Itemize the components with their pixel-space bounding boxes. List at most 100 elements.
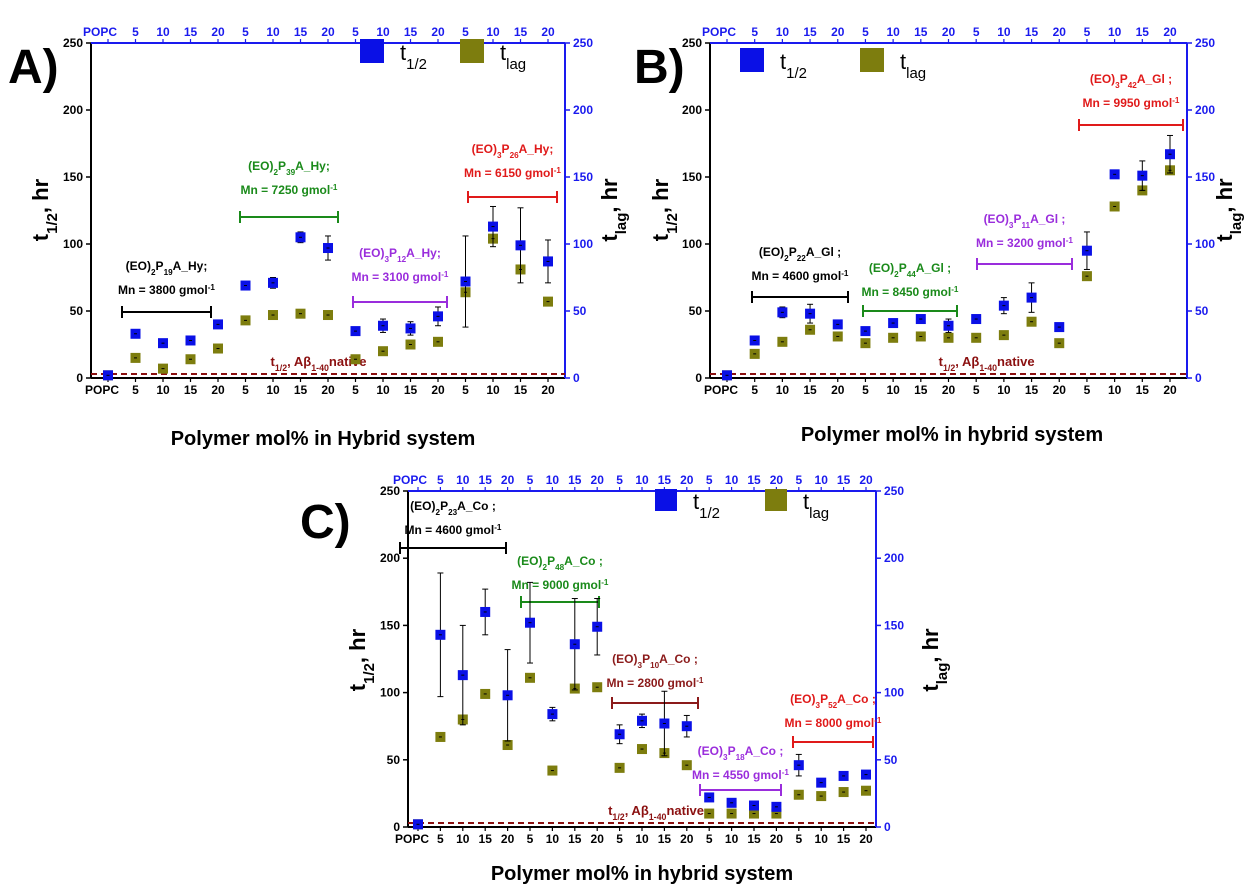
panel-c-xtick-label-bottom: 15 — [837, 832, 851, 846]
panel-a-annotation-name: (EO)2P19A_Hy; — [126, 259, 208, 277]
panel-a-xtick-label-bottom: 20 — [541, 383, 555, 397]
panel-c-annotation-name: (EO)2P48A_Co ; — [517, 554, 603, 572]
panel-b-ytick-label-right: 100 — [1195, 237, 1215, 251]
panel-c-xtick-label-bottom: 20 — [591, 832, 605, 846]
panel-a-annotation-mn: Mn = 3800 gmol-1 — [118, 283, 215, 298]
panel-a-xtick-label-top: 20 — [321, 25, 335, 39]
panel-a-xtick-label-bottom: 5 — [132, 383, 139, 397]
panel-c-native-line-label: t1/2, Aβ1-40native — [608, 803, 704, 822]
panel-c-xtick-label-top: 10 — [815, 473, 829, 487]
panel-a-xtick-label-top: 20 — [431, 25, 445, 39]
panel-a-legend-label-tlag: tlag — [500, 40, 526, 73]
panel-b-xtick-label-top: 20 — [1163, 25, 1177, 39]
panel-a-xtick-label-bottom: 15 — [404, 383, 418, 397]
panel-c-xtick-label-bottom: 5 — [795, 832, 802, 846]
panel-a-xtick-label-top: 15 — [514, 25, 528, 39]
panel-c-xlabel: Polymer mol% in hybrid system — [491, 863, 793, 885]
panel-a-xtick-label-bottom: 20 — [211, 383, 225, 397]
panel-b-xtick-label-bottom: 15 — [914, 383, 928, 397]
panel-b-xtick-label-top: 15 — [914, 25, 928, 39]
panel-c-legend-swatch-thalf — [655, 489, 677, 511]
panel-c-ytick-label-right: 100 — [884, 686, 904, 700]
panel-c-xtick-label-bottom: 10 — [815, 832, 829, 846]
panel-b-legend-label-tlag: tlag — [900, 49, 926, 82]
panel-c-legend-swatch-tlag — [765, 489, 787, 511]
panel-b-native-line-label: t1/2, Aβ1-40native — [939, 354, 1035, 373]
panel-b-xtick-label-bottom: 10 — [1108, 383, 1122, 397]
panel-c-annotation-name: (EO)3P52A_Co ; — [790, 692, 876, 710]
panel-a-xtick-label-top: 5 — [352, 25, 359, 39]
panel-a-annotation-mn: Mn = 3100 gmol-1 — [352, 270, 449, 285]
panel-c-xtick-label-bottom: 20 — [770, 832, 784, 846]
panel-a-xtick-label-top: 10 — [486, 25, 500, 39]
panel-b-xtick-label-top: 20 — [1053, 25, 1067, 39]
panel-c-xtick-label-bottom: POPC — [395, 832, 429, 846]
panel-b-xtick-label-bottom: POPC — [704, 383, 738, 397]
panel-b-annotation-name: (EO)3P11A_Gl ; — [984, 212, 1066, 230]
panel-a-ytick-label-right: 0 — [573, 371, 580, 385]
panel-a-ytick-label-right: 150 — [573, 170, 593, 184]
panel-a-xtick-label-top: 15 — [294, 25, 308, 39]
panel-b-annotation-mn: Mn = 9950 gmol-1 — [1083, 96, 1180, 111]
panel-c-xtick-label-bottom: 5 — [706, 832, 713, 846]
panel-a-ytick-label-right: 200 — [573, 103, 593, 117]
panel-b-annotation-name: (EO)2P44A_Gl ; — [869, 261, 951, 279]
panel-a-ytick-label-right: 50 — [573, 304, 587, 318]
panel-a-ytick-label-left: 200 — [63, 103, 83, 117]
panel-c-xtick-label-top: 20 — [591, 473, 605, 487]
panel-c-xtick-label-bottom: 15 — [658, 832, 672, 846]
panel-b-ytick-label-left: 250 — [682, 36, 702, 50]
panel-b-ytick-label-left: 100 — [682, 237, 702, 251]
panel-b-xtick-label-bottom: 5 — [973, 383, 980, 397]
panel-b-xtick-label-bottom: 5 — [862, 383, 869, 397]
panel-b-letter: B) — [634, 41, 685, 94]
panel-c-annotation-name: (EO)3P18A_Co ; — [698, 744, 784, 762]
panel-a-legend-swatch-tlag — [460, 39, 484, 63]
panel-a-xtick-label-top: 5 — [462, 25, 469, 39]
panel-a-ylabel-right: tlag, hr — [597, 178, 630, 242]
panel-a-annotation-name: (EO)3P26A_Hy; — [472, 142, 554, 160]
panel-b-xtick-label-bottom: 5 — [1084, 383, 1091, 397]
panel-c-xtick-label-top: 15 — [837, 473, 851, 487]
panel-c-xtick-label-top: 15 — [658, 473, 672, 487]
panel-c-ytick-label-left: 200 — [380, 551, 400, 565]
panel-a-annotation-mn: Mn = 7250 gmol-1 — [241, 183, 338, 198]
panel-c-annotation-mn: Mn = 4550 gmol-1 — [692, 768, 789, 783]
panel-b-legend-label-thalf: t1/2 — [780, 49, 807, 82]
panel-b-xtick-label-bottom: 20 — [942, 383, 956, 397]
panel-b-ytick-label-left: 0 — [695, 371, 702, 385]
panel-b-legend-swatch-tlag — [860, 48, 884, 72]
panel-a-xtick-label-bottom: POPC — [85, 383, 119, 397]
panel-b-ytick-label-right: 250 — [1195, 36, 1215, 50]
panel-c-xtick-label-bottom: 20 — [859, 832, 873, 846]
panel-a-xtick-label-top: 20 — [211, 25, 225, 39]
panel-c-annotation-mn: Mn = 8000 gmol-1 — [785, 716, 882, 731]
panel-c-xtick-label-bottom: 10 — [635, 832, 649, 846]
panel-c-xtick-label-top: 20 — [501, 473, 515, 487]
panel-b-xtick-label-top: 5 — [751, 25, 758, 39]
panel-c-ytick-label-left: 100 — [380, 686, 400, 700]
panel-c-xtick-label-top: 20 — [859, 473, 873, 487]
panel-b-ytick-label-left: 200 — [682, 103, 702, 117]
panel-c-xtick-label-bottom: 15 — [479, 832, 493, 846]
panel-c-ytick-label-right: 200 — [884, 551, 904, 565]
panel-b-xtick-label-top: 15 — [1136, 25, 1150, 39]
panel-a-xlabel: Polymer mol% in Hybrid system — [171, 428, 476, 450]
panel-c-xtick-label-bottom: 10 — [546, 832, 560, 846]
panel-b-annotation-mn: Mn = 8450 gmol-1 — [862, 285, 959, 300]
panel-c-xtick-label-top: 5 — [527, 473, 534, 487]
panel-b-xtick-label-bottom: 15 — [1136, 383, 1150, 397]
panel-c-annotation-name: (EO)2P23A_Co ; — [410, 499, 496, 517]
panel-b-annotation-mn: Mn = 4600 gmol-1 — [752, 269, 849, 284]
panel-b-xtick-label-top: 5 — [862, 25, 869, 39]
panel-b-xtick-label-bottom: 20 — [831, 383, 845, 397]
panel-a-letter: A) — [8, 41, 59, 94]
panel-a-ytick-label-left: 250 — [63, 36, 83, 50]
panel-c-xtick-label-bottom: 5 — [437, 832, 444, 846]
panel-b-xtick-label-top: 20 — [831, 25, 845, 39]
panel-c-xtick-label-bottom: 10 — [456, 832, 470, 846]
panel-a-xtick-label-bottom: 10 — [156, 383, 170, 397]
panel-a-xtick-label-bottom: 5 — [462, 383, 469, 397]
panel-b-legend-swatch-thalf — [740, 48, 764, 72]
panel-a-ytick-label-left: 0 — [76, 371, 83, 385]
